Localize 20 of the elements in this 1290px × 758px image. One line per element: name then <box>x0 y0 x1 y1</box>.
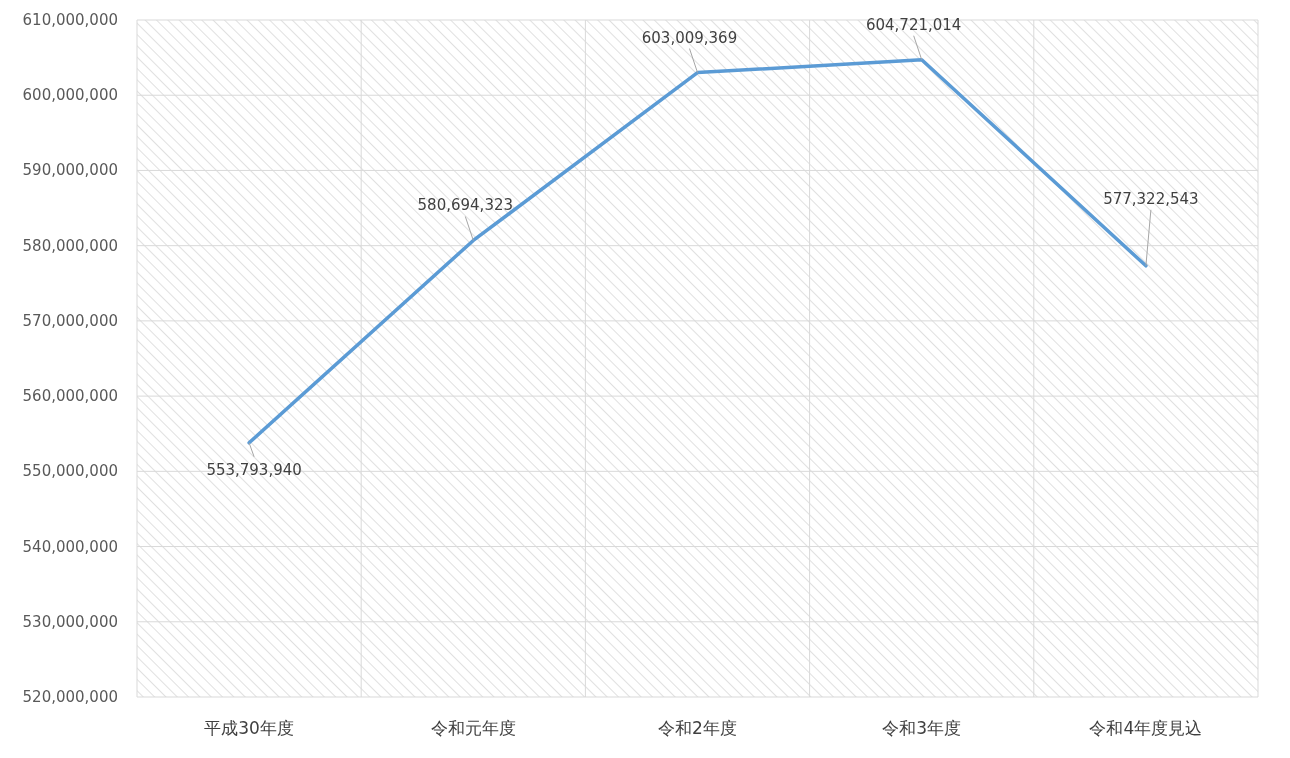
y-tick-label: 580,000,000 <box>22 236 118 255</box>
y-tick-label: 560,000,000 <box>22 387 118 406</box>
y-tick-label: 610,000,000 <box>22 11 118 29</box>
x-tick-label: 令和3年度 <box>882 718 962 738</box>
data-label: 603,009,369 <box>641 28 738 47</box>
x-tick-label: 令和4年度見込 <box>1089 718 1203 738</box>
y-tick-label: 590,000,000 <box>22 161 118 180</box>
y-tick-label: 540,000,000 <box>22 537 118 556</box>
data-label: 604,721,014 <box>865 15 962 34</box>
y-tick-label: 520,000,000 <box>22 688 118 706</box>
x-tick-label: 平成30年度 <box>204 718 294 738</box>
x-tick-label: 令和2年度 <box>658 718 737 738</box>
data-label: 577,322,543 <box>1103 189 1199 208</box>
y-tick-label: 570,000,000 <box>22 311 118 330</box>
data-label: 580,694,323 <box>417 196 514 215</box>
y-tick-label: 550,000,000 <box>22 462 118 481</box>
y-tick-label: 600,000,000 <box>22 86 118 105</box>
data-label: 553,793,940 <box>206 460 302 479</box>
x-tick-label: 令和元年度 <box>430 718 516 738</box>
y-tick-label: 530,000,000 <box>22 612 118 631</box>
